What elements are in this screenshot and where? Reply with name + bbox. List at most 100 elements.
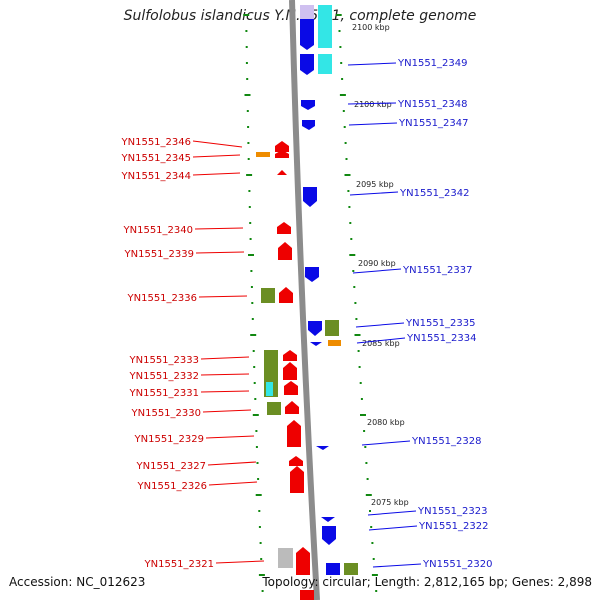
- track-tick: [364, 446, 367, 448]
- track-tick: [247, 126, 250, 128]
- gene-label-2342[interactable]: YN1551_2342: [399, 188, 470, 199]
- ruler-label-2100: 2100 kbp: [354, 100, 392, 109]
- gene-arrow-forward[interactable]: [289, 456, 303, 466]
- gene-label-2337[interactable]: YN1551_2337: [402, 265, 473, 276]
- gene-box-cyan[interactable]: [318, 5, 332, 48]
- track-tick: [257, 478, 260, 480]
- gene-box-olive[interactable]: [344, 563, 358, 575]
- track-tick: [339, 46, 342, 48]
- track-tick: [371, 574, 378, 576]
- track-tick: [255, 430, 258, 432]
- gene-box-olive[interactable]: [325, 320, 339, 336]
- leader-lines: [192, 62, 422, 568]
- track-tick: [254, 398, 257, 400]
- gene-box-orange[interactable]: [256, 152, 270, 157]
- track-tick: [335, 14, 342, 16]
- gene-box-olive[interactable]: [267, 402, 281, 415]
- gene-arrow-forward[interactable]: [277, 170, 287, 175]
- track-tick: [258, 510, 261, 512]
- track-tick: [249, 238, 252, 240]
- track-tick: [359, 382, 362, 384]
- track-tick: [247, 158, 250, 160]
- track-tick: [343, 126, 346, 128]
- gene-label-2326[interactable]: YN1551_2326: [137, 481, 208, 492]
- gene-arrow-reverse[interactable]: [301, 100, 315, 110]
- gene-arrow-forward[interactable]: [283, 362, 297, 380]
- gene-label-2331[interactable]: YN1551_2331: [129, 388, 200, 399]
- track-tick: [251, 302, 254, 304]
- track-tick: [252, 414, 259, 416]
- gene-arrow-reverse[interactable]: [310, 342, 322, 346]
- ruler-label-2095: 2095 kbp: [356, 180, 394, 189]
- ruler-labels: 2100 kbp 2100 kbp 2095 kbp 2090 kbp 2085…: [352, 23, 409, 507]
- gene-arrow-reverse[interactable]: [303, 187, 317, 207]
- gene-label-2347[interactable]: YN1551_2347: [398, 118, 469, 129]
- gene-arrow-forward[interactable]: [275, 141, 289, 152]
- gene-box-forward-partial[interactable]: [300, 590, 314, 600]
- gene-arrow-forward[interactable]: [277, 222, 291, 234]
- track-tick: [258, 526, 261, 528]
- gene-arrow-reverse[interactable]: [302, 120, 315, 130]
- gene-arrow-forward[interactable]: [296, 547, 310, 575]
- gene-label-2349[interactable]: YN1551_2349: [397, 58, 468, 69]
- gene-arrow-reverse[interactable]: [305, 267, 319, 282]
- gene-arrow-reverse[interactable]: [322, 526, 336, 545]
- track-tick: [258, 574, 265, 576]
- gene-arrow-forward[interactable]: [279, 287, 293, 303]
- track-tick: [246, 110, 249, 112]
- gene-box-orange[interactable]: [328, 340, 341, 346]
- gene-label-2328[interactable]: YN1551_2328: [411, 436, 482, 447]
- track-tick: [360, 398, 363, 400]
- gene-arrow-reverse[interactable]: [321, 517, 335, 522]
- gene-arrow-reverse[interactable]: [300, 54, 314, 75]
- track-tick: [253, 382, 256, 384]
- track-tick: [352, 270, 355, 272]
- track-tick: [245, 62, 248, 64]
- gene-box-grey[interactable]: [278, 548, 293, 568]
- gene-label-2332[interactable]: YN1551_2332: [129, 371, 200, 382]
- gene-arrow-reverse[interactable]: [308, 321, 322, 336]
- track-tick: [371, 542, 374, 544]
- gene-arrow-reverse[interactable]: [316, 446, 329, 450]
- gene-label-2339[interactable]: YN1551_2339: [124, 249, 195, 260]
- gene-box-lilac[interactable]: [300, 5, 314, 19]
- track-tick: [365, 462, 368, 464]
- gene-label-2320[interactable]: YN1551_2320: [422, 559, 493, 570]
- gene-arrow-forward[interactable]: [275, 150, 289, 158]
- gene-label-2329[interactable]: YN1551_2329: [134, 434, 205, 445]
- track-tick: [246, 78, 249, 80]
- gene-arrow-forward[interactable]: [290, 466, 304, 493]
- gene-arrow-forward[interactable]: [278, 242, 292, 260]
- gene-label-2333[interactable]: YN1551_2333: [129, 355, 200, 366]
- gene-label-2345[interactable]: YN1551_2345: [121, 153, 192, 164]
- gene-features: [256, 5, 358, 600]
- gene-label-2344[interactable]: YN1551_2344: [121, 171, 192, 182]
- gene-label-2335[interactable]: YN1551_2335: [405, 318, 476, 329]
- track-tick: [370, 526, 373, 528]
- track-tick: [365, 494, 372, 496]
- gene-label-2330[interactable]: YN1551_2330: [131, 408, 202, 419]
- gene-label-2336[interactable]: YN1551_2336: [127, 293, 198, 304]
- gene-arrow-forward[interactable]: [285, 401, 299, 414]
- gene-arrow-reverse[interactable]: [326, 563, 340, 575]
- gene-arrow-forward[interactable]: [283, 350, 297, 361]
- track-tick: [246, 174, 253, 176]
- accession-text: Accession: NC_012623: [9, 575, 146, 589]
- gene-box-cyan[interactable]: [266, 382, 273, 396]
- gene-arrow-forward[interactable]: [287, 420, 301, 447]
- track-tick: [369, 510, 371, 512]
- gene-label-2340[interactable]: YN1551_2340: [123, 225, 194, 236]
- gene-label-2327[interactable]: YN1551_2327: [136, 461, 207, 472]
- gene-label-2334[interactable]: YN1551_2334: [406, 333, 477, 344]
- track-tick: [338, 30, 341, 32]
- gene-box-cyan[interactable]: [318, 54, 332, 74]
- gene-box-olive[interactable]: [261, 288, 275, 303]
- gene-label-2346[interactable]: YN1551_2346: [121, 137, 192, 148]
- gene-label-2323[interactable]: YN1551_2323: [417, 506, 488, 517]
- gene-label-2322[interactable]: YN1551_2322: [418, 521, 489, 532]
- gene-label-2321[interactable]: YN1551_2321: [144, 559, 215, 570]
- gene-arrow-forward[interactable]: [284, 381, 298, 395]
- gene-label-2348[interactable]: YN1551_2348: [397, 99, 468, 110]
- track-tick: [250, 270, 253, 272]
